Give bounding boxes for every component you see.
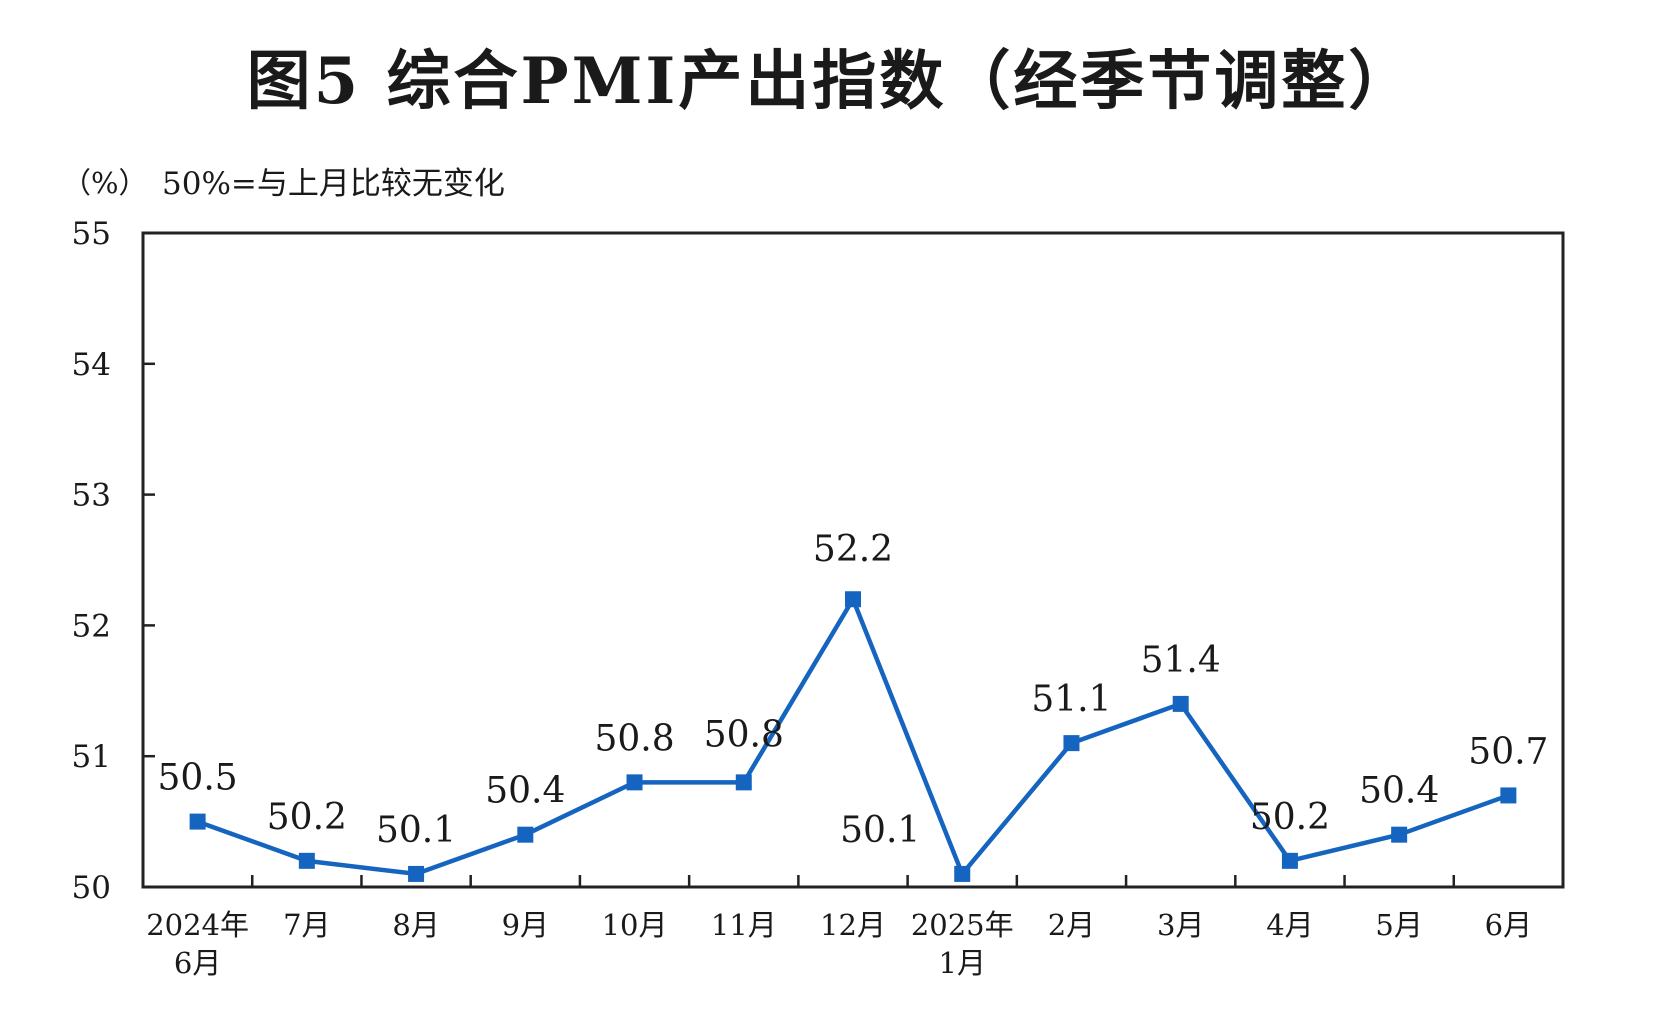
data-point xyxy=(845,591,861,608)
y-tick-label: 51 xyxy=(72,739,111,775)
data-point xyxy=(1063,735,1080,752)
data-point xyxy=(735,774,752,791)
x-tick-label: 2024年 6月 xyxy=(146,908,249,980)
data-point xyxy=(408,865,425,882)
x-tick-label: 8月 xyxy=(392,908,439,942)
data-label: 51.1 xyxy=(1031,679,1111,720)
x-tick-label: 6月 xyxy=(1485,908,1532,942)
data-point xyxy=(1281,852,1298,869)
y-tick-label: 52 xyxy=(72,608,111,644)
chart-title: 图5 综合PMI产出指数（经季节调整） xyxy=(246,44,1416,119)
data-label: 50.1 xyxy=(840,810,920,851)
data-point xyxy=(1500,787,1517,804)
data-point xyxy=(189,813,206,830)
chart-note: 50%=与上月比较无变化 xyxy=(162,166,505,202)
data-label: 50.2 xyxy=(267,797,347,838)
data-label: 50.8 xyxy=(704,714,784,755)
x-tick-label: 10月 xyxy=(602,908,668,942)
data-label: 50.1 xyxy=(376,810,456,851)
data-point xyxy=(954,865,971,882)
data-point xyxy=(517,826,534,843)
data-label: 50.4 xyxy=(485,771,565,812)
x-tick-label: 4月 xyxy=(1266,908,1313,942)
data-point xyxy=(298,852,315,869)
x-tick-label: 7月 xyxy=(283,908,330,942)
data-point xyxy=(1391,826,1408,843)
data-point xyxy=(626,774,643,791)
data-label: 52.2 xyxy=(813,529,893,570)
x-tick-label: 12月 xyxy=(820,908,886,942)
data-label: 50.5 xyxy=(158,758,238,799)
x-tick-label: 11月 xyxy=(711,908,777,942)
data-point xyxy=(1172,695,1189,712)
y-axis-unit: （%） xyxy=(62,166,148,200)
y-tick-label: 50 xyxy=(72,870,111,906)
x-tick-label: 3月 xyxy=(1157,908,1204,942)
y-tick-label: 53 xyxy=(72,478,111,514)
data-label: 51.4 xyxy=(1141,640,1221,681)
plot-frame xyxy=(141,231,1565,889)
y-tick-label: 54 xyxy=(72,347,111,383)
x-tick-label: 5月 xyxy=(1375,908,1422,942)
x-tick-label: 9月 xyxy=(502,908,549,942)
data-label: 50.4 xyxy=(1359,771,1439,812)
data-label: 50.8 xyxy=(594,718,674,759)
x-tick-label: 2月 xyxy=(1048,908,1095,942)
y-tick-label: 55 xyxy=(72,216,111,252)
x-tick-label: 2025年 1月 xyxy=(911,908,1014,980)
data-label: 50.2 xyxy=(1250,797,1330,838)
data-label: 50.7 xyxy=(1468,731,1548,772)
